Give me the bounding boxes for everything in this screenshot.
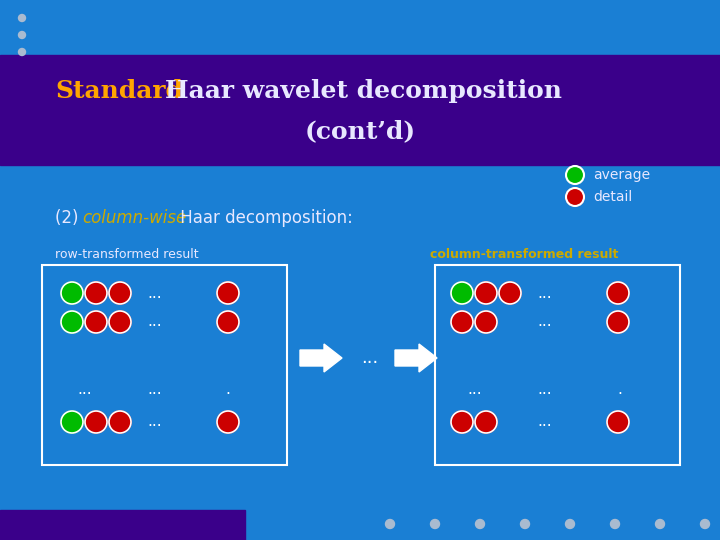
Circle shape — [607, 311, 629, 333]
Circle shape — [109, 311, 131, 333]
Text: ...: ... — [361, 349, 379, 367]
Circle shape — [701, 519, 709, 529]
Circle shape — [19, 15, 25, 22]
Circle shape — [475, 519, 485, 529]
Text: .: . — [225, 382, 230, 397]
Circle shape — [109, 411, 131, 433]
Circle shape — [475, 411, 497, 433]
Text: ...: ... — [468, 382, 482, 397]
Text: Haar wavelet decomposition: Haar wavelet decomposition — [165, 79, 562, 103]
Circle shape — [451, 311, 473, 333]
Circle shape — [109, 282, 131, 304]
Text: ...: ... — [538, 286, 552, 300]
Bar — [0, 510, 245, 540]
Circle shape — [566, 166, 584, 184]
Circle shape — [565, 519, 575, 529]
Text: ...: ... — [148, 286, 162, 300]
Circle shape — [607, 411, 629, 433]
Text: ...: ... — [148, 415, 162, 429]
Circle shape — [61, 311, 83, 333]
Circle shape — [217, 411, 239, 433]
Circle shape — [431, 519, 439, 529]
Circle shape — [61, 282, 83, 304]
Circle shape — [217, 282, 239, 304]
Text: .: . — [618, 382, 622, 397]
Circle shape — [451, 411, 473, 433]
Text: Haar decomposition:: Haar decomposition: — [175, 209, 353, 227]
Circle shape — [217, 311, 239, 333]
Circle shape — [499, 282, 521, 304]
FancyArrow shape — [300, 344, 342, 372]
Bar — [42, 265, 287, 465]
Bar — [0, 55, 720, 165]
Text: ...: ... — [538, 314, 552, 329]
Circle shape — [61, 411, 83, 433]
Text: row-transformed result: row-transformed result — [55, 248, 199, 261]
Text: average: average — [593, 168, 650, 182]
Text: ...: ... — [78, 382, 92, 397]
Circle shape — [521, 519, 529, 529]
Text: (cont’d): (cont’d) — [305, 119, 415, 143]
Circle shape — [85, 311, 107, 333]
Circle shape — [607, 282, 629, 304]
Text: Standard: Standard — [55, 79, 183, 103]
Text: ...: ... — [148, 314, 162, 329]
Circle shape — [655, 519, 665, 529]
Text: ...: ... — [538, 415, 552, 429]
Text: column-transformed result: column-transformed result — [430, 248, 618, 261]
Circle shape — [85, 411, 107, 433]
Circle shape — [475, 311, 497, 333]
Circle shape — [19, 31, 25, 38]
Circle shape — [85, 282, 107, 304]
FancyArrow shape — [395, 344, 437, 372]
Text: (2): (2) — [55, 209, 84, 227]
Circle shape — [611, 519, 619, 529]
Text: column-wise: column-wise — [82, 209, 186, 227]
Circle shape — [19, 49, 25, 56]
Circle shape — [566, 188, 584, 206]
Text: detail: detail — [593, 190, 632, 204]
Text: ...: ... — [538, 382, 552, 397]
Bar — [435, 265, 680, 465]
Circle shape — [385, 519, 395, 529]
Circle shape — [475, 282, 497, 304]
Text: ...: ... — [148, 382, 162, 397]
Circle shape — [451, 282, 473, 304]
